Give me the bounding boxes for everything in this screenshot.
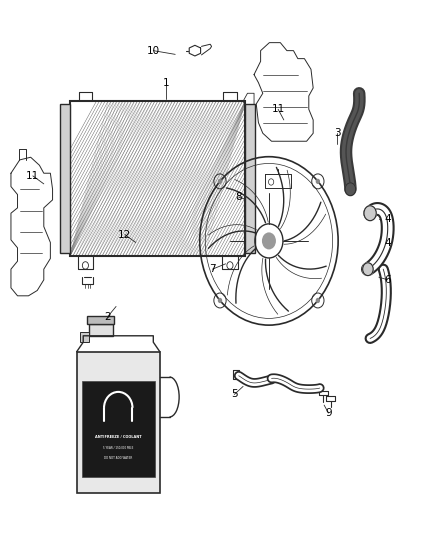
Text: ANTIFREEZE / COOLANT: ANTIFREEZE / COOLANT: [95, 435, 141, 439]
Bar: [60, 104, 70, 253]
Circle shape: [363, 263, 373, 276]
Bar: [82, 381, 155, 477]
Text: 2: 2: [104, 312, 111, 322]
Bar: [87, 316, 114, 324]
Text: 3: 3: [334, 128, 341, 138]
Text: DO NOT ADD WATER: DO NOT ADD WATER: [104, 456, 132, 460]
Text: 7: 7: [209, 264, 216, 274]
Circle shape: [218, 298, 222, 303]
Text: 5 YEAR / 150,000 MILE: 5 YEAR / 150,000 MILE: [103, 446, 134, 450]
Circle shape: [345, 183, 356, 196]
Text: 11: 11: [26, 171, 39, 181]
Bar: [80, 332, 89, 342]
Bar: [245, 104, 255, 253]
Text: 10: 10: [147, 46, 160, 55]
Bar: [70, 101, 245, 256]
Text: 5: 5: [231, 390, 238, 399]
Text: 4: 4: [384, 238, 391, 247]
Circle shape: [316, 298, 320, 303]
Text: 6: 6: [384, 275, 391, 285]
FancyBboxPatch shape: [77, 352, 160, 493]
Text: 8: 8: [235, 192, 242, 202]
Circle shape: [262, 232, 276, 249]
Circle shape: [364, 206, 376, 221]
Text: 9: 9: [325, 408, 332, 418]
Text: 1: 1: [163, 78, 170, 87]
Text: 4: 4: [384, 214, 391, 223]
Text: 11: 11: [272, 104, 285, 114]
Circle shape: [316, 179, 320, 184]
Circle shape: [218, 179, 222, 184]
Bar: [89, 324, 113, 336]
Text: 12: 12: [118, 230, 131, 239]
